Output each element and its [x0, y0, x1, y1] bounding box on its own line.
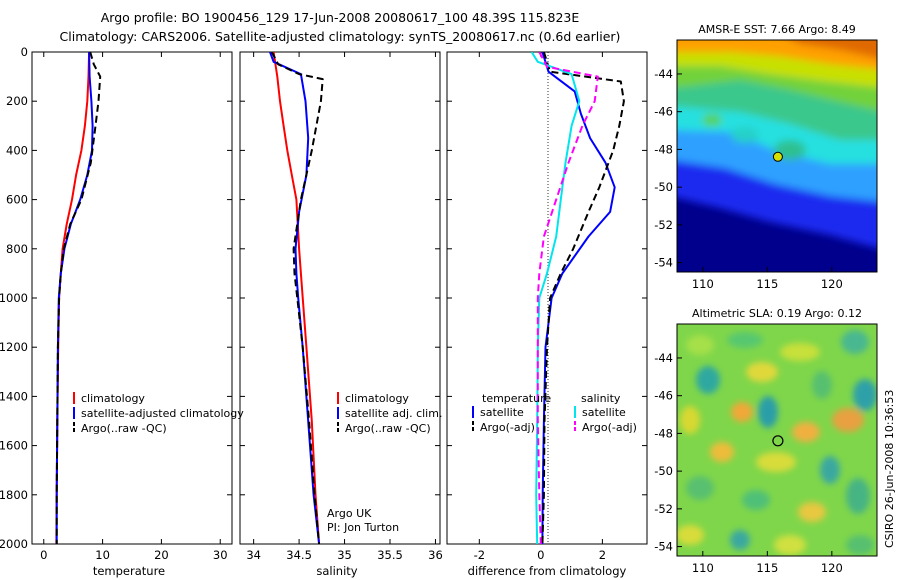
x-tick-label: 0	[537, 548, 544, 562]
salinity-legend-climatology: climatology	[345, 392, 409, 405]
y-tick-label: 600	[6, 193, 28, 207]
temperature-xlabel: temperature	[93, 564, 165, 578]
sst-argo-position-marker	[772, 151, 783, 162]
x-tick-label: 110	[692, 277, 714, 291]
y-tick-label: 800	[6, 242, 28, 256]
sla-field	[677, 324, 877, 556]
sla-argo-position-marker	[772, 435, 784, 447]
x-tick-label: 115	[756, 561, 778, 575]
salinity-panel: 34 34.5 35 35.5 36 salinity climatology sate…	[239, 51, 443, 578]
plot-frame	[446, 51, 648, 545]
y-tick-label: 1200	[0, 340, 28, 354]
x-tick-label: 34.5	[286, 548, 312, 562]
map-frame	[676, 39, 878, 273]
temperature-profiles	[55, 52, 102, 544]
temperature-legend-argo: Argo(..raw -QC)	[81, 422, 167, 435]
y-tick-label: -54	[654, 540, 673, 554]
figure-title-line-2: Climatology: CARS2006. Satellite-adjuste…	[60, 29, 621, 44]
y-tick-label: 2000	[0, 537, 28, 551]
y-tick-label: 1400	[0, 389, 28, 403]
x-tick-label: 2	[599, 548, 606, 562]
salinity-annotation-pi: PI: Jon Turton	[327, 521, 399, 534]
salinity-xlabel: salinity	[316, 564, 357, 578]
sst-field	[677, 40, 877, 272]
x-tick-label: -2	[474, 548, 485, 562]
sst-map-title: AMSR-E SST: 7.66 Argo: 8.49	[698, 23, 856, 36]
difference-legend-s-argo: Argo(-adj)	[582, 421, 637, 434]
timestamp-label: CSIRO 26-Jun-2008 10:36:53	[883, 390, 896, 548]
sla-map-axes: 110 115 120 -44 -46 -48 -50 -52 -54	[654, 323, 878, 575]
temperature-legend-satellite: satellite-adjusted climatology	[81, 407, 244, 420]
y-tick-label: 1000	[0, 291, 28, 305]
series-line-temperature-satellite	[541, 52, 616, 544]
map-frame	[676, 323, 878, 557]
series-line-climatology	[55, 52, 91, 544]
x-tick-label: 34	[246, 548, 261, 562]
series-line-satellite-adjusted-climatology	[55, 52, 94, 544]
x-tick-label: 36	[428, 548, 443, 562]
y-tick-label: 200	[6, 94, 28, 108]
y-tick-label: -44	[654, 351, 673, 365]
sst-map: AMSR-E SST: 7.66 Argo: 8.49 110 115 120 -44…	[654, 23, 878, 291]
x-tick-label: 35	[337, 548, 352, 562]
y-tick-label: -54	[654, 256, 673, 270]
y-tick-label: 1800	[0, 488, 28, 502]
temperature-panel: 0 10 20 30 0 200 400 600 800 1000 1200 1400 1600 1800…	[0, 45, 244, 578]
series-line-climatology	[272, 52, 321, 544]
x-tick-label: 115	[756, 277, 778, 291]
y-tick-label: -46	[654, 389, 673, 403]
series-line-temperature-argo-adj-	[541, 52, 625, 544]
salinity-axes: 34 34.5 35 35.5 36	[239, 51, 443, 562]
y-tick-label: -52	[654, 502, 673, 516]
y-tick-label: 400	[6, 143, 28, 157]
x-tick-label: 30	[213, 548, 228, 562]
x-tick-label: 35.5	[377, 548, 403, 562]
difference-legend-header-salinity: salinity	[581, 392, 621, 405]
figure-title-line-1: Argo profile: BO 1900456_129 17-Jun-2008…	[101, 10, 580, 25]
difference-axes: -2 0 2	[446, 51, 648, 562]
plot-frame	[239, 51, 441, 545]
difference-legend: temperature salinity satellite Argo(-adj…	[472, 392, 637, 434]
y-tick-label: 0	[21, 45, 28, 59]
y-tick-label: -46	[654, 105, 673, 119]
difference-profiles	[530, 52, 625, 544]
y-tick-label: -44	[654, 67, 673, 81]
sla-map: Altimetric SLA: 0.19 Argo: 0.12	[654, 307, 878, 575]
salinity-profiles	[269, 52, 324, 544]
x-tick-label: 120	[821, 277, 843, 291]
difference-xlabel: difference from climatology	[468, 564, 627, 578]
y-tick-label: 1600	[0, 439, 28, 453]
y-tick-label: -52	[654, 218, 673, 232]
y-tick-label: -48	[654, 426, 673, 440]
difference-panel: -2 0 2 difference from climatology tempera…	[446, 51, 648, 578]
difference-legend-header-temperature: temperature	[482, 392, 551, 405]
sla-map-title: Altimetric SLA: 0.19 Argo: 0.12	[692, 307, 862, 320]
x-tick-label: 0	[40, 548, 47, 562]
series-line-salinity-argo-adj-	[536, 52, 599, 544]
y-tick-label: -50	[654, 464, 673, 478]
x-tick-label: 120	[821, 561, 843, 575]
x-tick-label: 10	[95, 548, 110, 562]
y-tick-label: -50	[654, 180, 673, 194]
sst-map-axes: 110 115 120 -44 -46 -48 -50 -52 -54	[654, 39, 878, 291]
salinity-legend-argo: Argo(..raw -QC)	[345, 422, 431, 435]
temperature-axes: 0 10 20 30 0 200 400 600 800 1000 1200 1400 1600 1800…	[0, 45, 233, 562]
temperature-legend-climatology: climatology	[81, 392, 145, 405]
difference-legend-t-argo: Argo(-adj)	[480, 421, 535, 434]
salinity-annotation-argo-uk: Argo UK	[327, 507, 372, 520]
difference-legend-t-satellite: satellite	[480, 406, 524, 419]
y-tick-label: -48	[654, 142, 673, 156]
x-tick-label: 20	[154, 548, 169, 562]
difference-legend-s-satellite: satellite	[582, 406, 626, 419]
series-line-argo-raw-qc-	[55, 52, 102, 544]
plot-frame	[31, 51, 233, 545]
temperature-legend: climatology satellite-adjusted climatolo…	[73, 392, 244, 435]
salinity-legend-satellite: satellite adj. clim.	[345, 407, 442, 420]
x-tick-label: 110	[692, 561, 714, 575]
salinity-legend: climatology satellite adj. clim. Argo(..…	[337, 392, 442, 435]
